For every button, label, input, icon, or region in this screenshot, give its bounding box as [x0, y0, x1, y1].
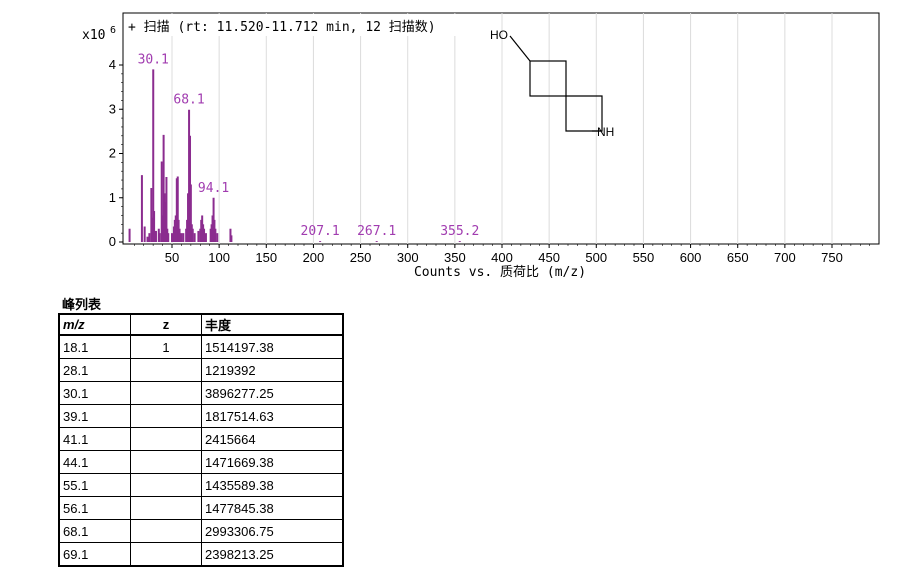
column-header-mz: m/z	[58, 313, 131, 336]
peak-bars	[128, 69, 461, 242]
cell-abundance: 2415664	[201, 427, 344, 451]
y-multiplier-label: x10	[82, 28, 105, 43]
cell-abundance: 2993306.75	[201, 519, 344, 543]
column-header-z: z	[130, 313, 202, 336]
cell-z	[130, 427, 202, 451]
cell-mz: 56.1	[58, 496, 131, 520]
cell-abundance: 3896277.25	[201, 381, 344, 405]
mass-spectrum-chart: 30.1 68.1 94.1 207.1 267.1 355.2 50 100 150 200 2…	[82, 12, 880, 280]
cell-z	[130, 542, 202, 567]
peak-label: 30.1	[138, 52, 169, 67]
x-tick-label: 400	[491, 250, 513, 265]
cell-mz: 55.1	[58, 473, 131, 497]
cell-abundance: 1435589.38	[201, 473, 344, 497]
column-header-abundance: 丰度	[201, 313, 344, 336]
table-row: 18.1 1 1514197.38	[58, 334, 344, 359]
cell-z	[130, 358, 202, 382]
cell-abundance: 1477845.38	[201, 496, 344, 520]
table-row: 69.1 2398213.25	[58, 542, 344, 567]
x-tick-label: 250	[350, 250, 372, 265]
cell-mz: 44.1	[58, 450, 131, 474]
x-tick-label: 450	[538, 250, 560, 265]
table-header-row: m/z z 丰度	[58, 313, 344, 336]
y-tick-label: 0	[109, 234, 116, 249]
cell-z	[130, 496, 202, 520]
cell-mz: 69.1	[58, 542, 131, 567]
cell-abundance: 1817514.63	[201, 404, 344, 428]
x-tick-label: 350	[444, 250, 466, 265]
x-axis-ticks: 50 100 150 200 250 300 350 400 450 500 550 600 650 70…	[133, 244, 871, 265]
y-tick-label: 2	[109, 146, 116, 161]
cell-z	[130, 450, 202, 474]
x-tick-label: 750	[821, 250, 843, 265]
x-tick-label: 550	[633, 250, 655, 265]
peak-list-title: 峰列表	[62, 298, 102, 313]
peak-label: 355.2	[440, 224, 479, 239]
table-row: 56.1 1477845.38	[58, 496, 344, 520]
table-row: 55.1 1435589.38	[58, 473, 344, 497]
cell-abundance: 2398213.25	[201, 542, 344, 567]
cell-z: 1	[130, 334, 202, 359]
y-exponent-label: 6	[110, 25, 116, 36]
y-tick-label: 1	[109, 190, 116, 205]
y-axis-ticks: 0 1 2 3 4	[109, 57, 123, 249]
x-tick-label: 150	[255, 250, 277, 265]
cell-mz: 39.1	[58, 404, 131, 428]
x-tick-label: 300	[397, 250, 419, 265]
chemical-structure-image	[509, 35, 603, 132]
cell-mz: 28.1	[58, 358, 131, 382]
cell-z	[130, 404, 202, 428]
peak-label: 68.1	[173, 93, 204, 108]
cell-mz: 18.1	[58, 334, 131, 359]
x-tick-label: 700	[774, 250, 796, 265]
peak-label: 94.1	[198, 181, 229, 196]
cell-abundance: 1471669.38	[201, 450, 344, 474]
chart-title-background	[124, 14, 484, 36]
table-row: 28.1 1219392	[58, 358, 344, 382]
cell-z	[130, 473, 202, 497]
cell-mz: 68.1	[58, 519, 131, 543]
cell-mz: 41.1	[58, 427, 131, 451]
y-tick-label: 4	[109, 57, 116, 72]
cell-mz: 30.1	[58, 381, 131, 405]
table-row: 44.1 1471669.38	[58, 450, 344, 474]
x-tick-label: 500	[585, 250, 607, 265]
grid-lines	[171, 13, 833, 244]
x-tick-label: 50	[165, 250, 179, 265]
cell-abundance: 1219392	[201, 358, 344, 382]
amine-label: NH	[597, 125, 614, 139]
x-tick-label: 100	[208, 250, 230, 265]
peak-list-table: m/z z 丰度 18.1 1 1514197.38 28.1 1219392 30.1 3…	[58, 313, 344, 567]
plot-frame	[122, 12, 880, 245]
hydroxyl-label: HO	[490, 28, 508, 42]
peak-label: 267.1	[357, 224, 396, 239]
chart-title: + 扫描 (rt: 11.520-11.712 min, 12 扫描数)	[128, 20, 436, 35]
cell-z	[130, 381, 202, 405]
table-row: 41.1 2415664	[58, 427, 344, 451]
peak-annotations: 30.1 68.1 94.1 207.1 267.1 355.2	[138, 52, 480, 239]
table-row: 68.1 2993306.75	[58, 519, 344, 543]
peak-label: 207.1	[301, 224, 340, 239]
cell-z	[130, 519, 202, 543]
x-tick-label: 650	[727, 250, 749, 265]
x-tick-label: 600	[680, 250, 702, 265]
cell-abundance: 1514197.38	[201, 334, 344, 359]
table-row: 39.1 1817514.63	[58, 404, 344, 428]
y-tick-label: 3	[109, 101, 116, 116]
table-row: 30.1 3896277.25	[58, 381, 344, 405]
x-tick-label: 200	[303, 250, 325, 265]
x-axis-label: Counts vs. 质荷比 (m/z)	[414, 265, 586, 280]
